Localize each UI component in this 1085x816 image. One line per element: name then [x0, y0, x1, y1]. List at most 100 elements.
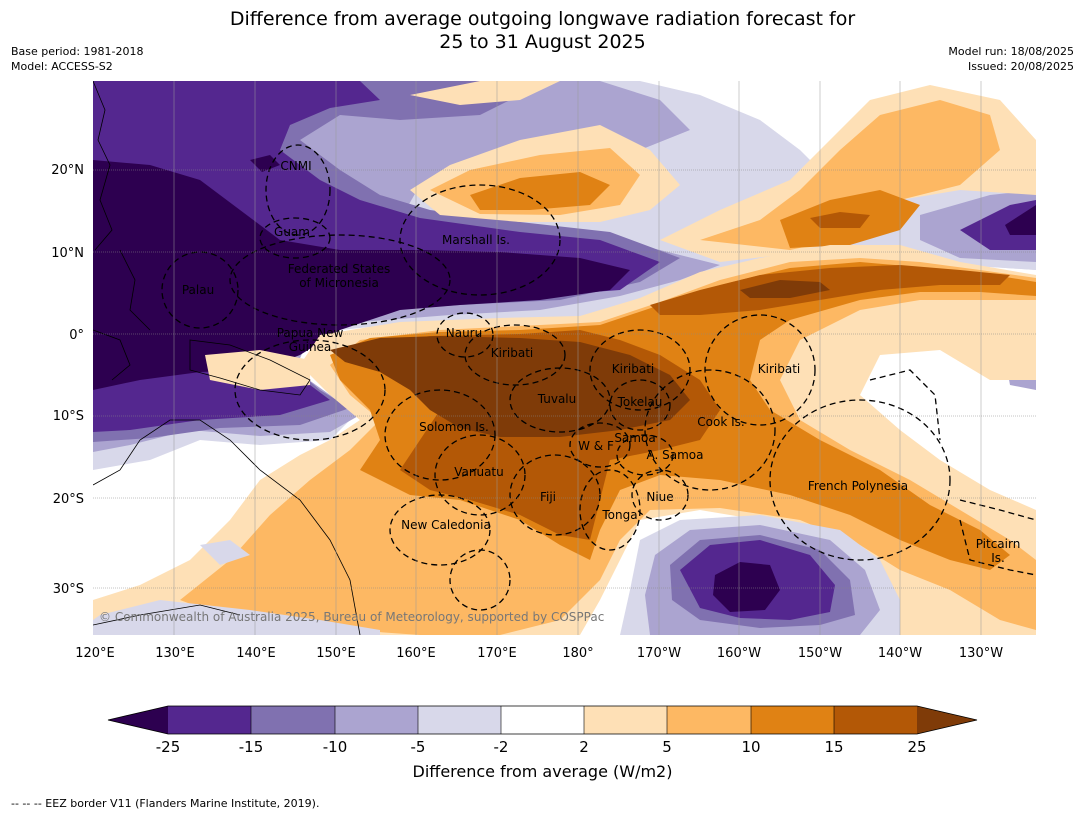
label-pitcairn-2: Is.: [991, 551, 1005, 565]
model-name: Model: ACCESS-S2: [11, 60, 113, 73]
label-cnmi: CNMI: [280, 159, 311, 173]
contour-lt-m25-sblob: [713, 562, 780, 612]
colorbar-tick: -5: [411, 738, 426, 756]
latitude-labels: 20°N 10°N 0° 10°S 20°S 30°S: [51, 163, 84, 597]
colorbar-seg-p10-15: [751, 706, 834, 734]
label-tuvalu: Tuvalu: [537, 392, 577, 406]
contour-gt-25-ne-band: [740, 280, 830, 298]
label-solomon: Solomon Is.: [419, 420, 489, 434]
place-labels: CNMI Guam Marshall Is. Federated States …: [182, 159, 1020, 565]
colorbar-tick: -2: [494, 738, 509, 756]
colorbar-tick: 10: [741, 738, 760, 756]
eez-kiribati-w: [464, 324, 566, 386]
colorbar-seg-m15-m10: [251, 706, 335, 734]
label-asamoa: A. Samoa: [647, 448, 704, 462]
colorbar-tick: -10: [323, 738, 348, 756]
lon-label: 170°W: [637, 646, 681, 661]
lon-label: 150°W: [798, 646, 842, 661]
label-niue: Niue: [646, 490, 673, 504]
colorbar-seg-p15-25: [834, 706, 917, 734]
colorbar-seg-gt-25: [917, 706, 977, 734]
lon-label: 140°E: [236, 646, 276, 661]
coast-asia: [93, 81, 113, 251]
colorbar-tick: 25: [907, 738, 926, 756]
colorbar: -25 -15 -10 -5 -2 2 5 10 15 25: [107, 705, 978, 756]
eez-vanuatu: [434, 434, 526, 516]
label-guam: Guam: [274, 225, 310, 239]
label-tokelau: Tokelau: [617, 395, 663, 409]
eez-niue: [631, 469, 689, 521]
contour-p15-25-ne: [810, 212, 870, 228]
coast-png: [189, 339, 311, 396]
colorbar-seg-m25-m15: [168, 706, 251, 734]
label-newcal: New Caledonia: [401, 518, 491, 532]
contour-p5-10-ne: [700, 100, 1000, 250]
colorbar-tick: 2: [579, 738, 589, 756]
coast-australia: [93, 419, 361, 635]
coast-philippines: [119, 249, 151, 331]
eez-marquesas: [869, 369, 941, 441]
label-kiribati-w: Kiribati: [491, 346, 533, 360]
coastlines: [93, 81, 361, 635]
contour-m25-m15-east: [960, 200, 1036, 250]
lon-label: 160°E: [396, 646, 436, 661]
eez-pitcairn-n: [959, 499, 1036, 521]
lon-label: 130°E: [155, 646, 195, 661]
lat-label: 10°S: [53, 409, 84, 424]
label-kiribati-c: Kiribati: [612, 362, 654, 376]
colorbar-outline: [107, 705, 978, 735]
eez-png: [234, 339, 386, 441]
colorbar-seg-p5-10: [667, 706, 751, 734]
lon-label: 120°E: [75, 646, 115, 661]
label-samoa: Samoa: [614, 431, 655, 445]
eez-newcal: [389, 494, 491, 566]
label-png-2: Guinea: [289, 340, 332, 354]
label-palau: Palau: [182, 283, 214, 297]
colorbar-title: Difference from average (W/m2): [412, 762, 673, 781]
meta-right: Model run: 18/08/2025 Issued: 20/08/2025: [948, 44, 1074, 74]
lon-label: 160°W: [717, 646, 761, 661]
lat-label: 30°S: [53, 582, 84, 597]
base-period: Base period: 1981-2018: [11, 45, 144, 58]
eez-tokelau: [609, 379, 671, 431]
eez-kiribati-c: [589, 329, 691, 411]
model-run: Model run: 18/08/2025: [948, 45, 1074, 58]
eez-wf: [569, 422, 631, 468]
lat-label: 20°N: [51, 163, 84, 178]
label-vanuatu: Vanuatu: [454, 465, 504, 479]
eez-palau: [161, 251, 239, 329]
colorbar-dividers: [250, 706, 835, 734]
label-fiji: Fiji: [540, 490, 556, 504]
label-png-1: Papua New: [277, 326, 344, 340]
colorbar-seg-p2-5: [584, 706, 667, 734]
eez-kiribati-e: [704, 314, 816, 426]
eez-samoa: [616, 434, 674, 476]
contour-p2-5-nw: [410, 81, 560, 105]
contour-gt-25-south: [330, 336, 690, 437]
longitude-labels: 120°E 130°E 140°E 150°E 160°E 170°E 180°…: [75, 646, 1003, 661]
colorbar-tick: 5: [662, 738, 672, 756]
eez-cnmi: [265, 144, 331, 236]
eez-solomon: [384, 389, 496, 481]
title-line-1: Difference from average outgoing longwav…: [229, 8, 856, 30]
eez-cook: [644, 369, 776, 491]
colorbar-seg-lt-m25: [108, 706, 168, 734]
coast-borneo: [93, 329, 131, 381]
contour-p10-15-north: [470, 172, 610, 210]
eez-nauru: [436, 312, 494, 358]
meta-left: Base period: 1981-2018 Model: ACCESS-S2: [11, 44, 143, 74]
copyright-notice: © Commonwealth of Australia 2025, Bureau…: [99, 610, 604, 624]
lat-label: 20°S: [53, 492, 84, 507]
label-nauru: Nauru: [446, 326, 482, 340]
label-wf: W & F: [578, 439, 614, 453]
label-tonga: Tonga: [601, 508, 637, 522]
label-pitcairn-1: Pitcairn: [976, 537, 1021, 551]
contour-m5-m2-sw: [93, 600, 380, 635]
eez-pitcairn-s: [959, 519, 1036, 576]
meridians: [173, 81, 982, 635]
label-cook: Cook Is.: [697, 415, 744, 429]
footnote: -- -- -- EEZ border V11 (Flanders Marine…: [11, 797, 320, 810]
colorbar-seg-m5-m2: [418, 706, 501, 734]
contour-lt-m25-north: [93, 160, 630, 390]
